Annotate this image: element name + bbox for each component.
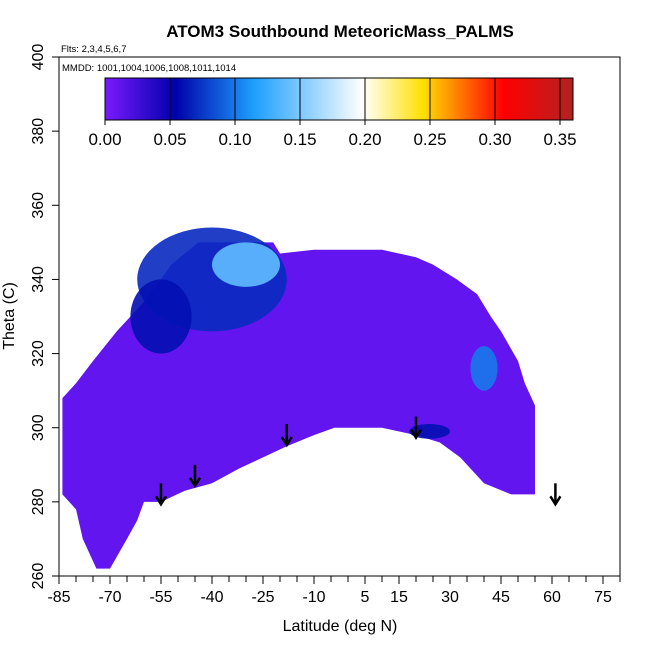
field-region: [470, 346, 498, 391]
x-tick-label: -40: [200, 589, 223, 606]
colorbar-tick-label: 0.05: [153, 130, 186, 149]
colorbar-tick-label: 0.20: [348, 130, 381, 149]
plot-area: [58, 56, 621, 577]
x-tick-label: 15: [390, 589, 408, 606]
y-tick-label: 320: [30, 340, 47, 367]
colorbar-gradient: [104, 77, 574, 121]
x-axis-label: Latitude (deg N): [283, 618, 398, 635]
colorbar-tick-label: 0.25: [413, 130, 446, 149]
colorbar-tick-label: 0.15: [283, 130, 316, 149]
y-tick-label: 300: [30, 414, 47, 441]
x-tick-label: -55: [149, 589, 172, 606]
y-tick-label: 360: [30, 192, 47, 219]
x-tick-label: 75: [594, 589, 612, 606]
x-tick-label: -70: [98, 589, 121, 606]
colorbar-tick-label: 0.30: [478, 130, 511, 149]
field-outline: [62, 242, 536, 569]
arrow-head: [549, 495, 562, 507]
arrow-marker: [549, 483, 562, 507]
x-axis: -85 -70 -55 -40 -25 -10 5 15 30 45 60 75: [47, 576, 621, 606]
y-tick-label: 400: [30, 44, 47, 71]
arrow-marker: [280, 424, 293, 448]
arrow-marker: [154, 483, 168, 507]
arrow-head: [409, 428, 423, 440]
colorbar-tick-label: 0.10: [218, 130, 251, 149]
x-tick-label: 60: [543, 589, 561, 606]
colorbar-tick-label: 0.35: [543, 130, 576, 149]
colorbar-tick-label: 0.00: [88, 130, 121, 149]
flights-annotation: Flts: 2,3,4,5,6,7: [61, 44, 126, 55]
x-tick-label: -85: [47, 589, 70, 606]
arrow-markers: [154, 416, 562, 507]
x-tick-label: 5: [361, 589, 370, 606]
y-tick-label: 260: [30, 563, 47, 590]
arrow-head: [280, 436, 293, 448]
y-tick-label: 340: [30, 266, 47, 293]
x-tick-label: -10: [302, 589, 325, 606]
arrow-head: [188, 477, 202, 489]
colorbar: 0.00 0.05 0.10 0.15 0.20 0.25 0.30 0.35: [88, 77, 577, 149]
arrow-marker: [409, 416, 423, 440]
x-tick-label: 30: [441, 589, 459, 606]
arrow-head: [154, 495, 168, 507]
dates-annotation: MMDD: 1001,1004,1006,1008,1011,1014: [62, 63, 236, 74]
y-tick-label: 280: [30, 488, 47, 515]
y-axis: 260 280 300 320 340 360 380 400: [30, 44, 59, 590]
field-region: [130, 279, 192, 354]
field-region: [212, 242, 280, 287]
arrow-marker: [188, 464, 202, 489]
x-tick-label: -25: [251, 589, 274, 606]
heatmap-field: [62, 227, 536, 569]
y-tick-label: 380: [30, 118, 47, 145]
x-tick-label: 45: [492, 589, 510, 606]
field-region: [409, 424, 450, 439]
chart-title: ATOM3 Southbound MeteoricMass_PALMS: [166, 22, 514, 41]
y-axis-label: Theta (C): [1, 282, 18, 350]
